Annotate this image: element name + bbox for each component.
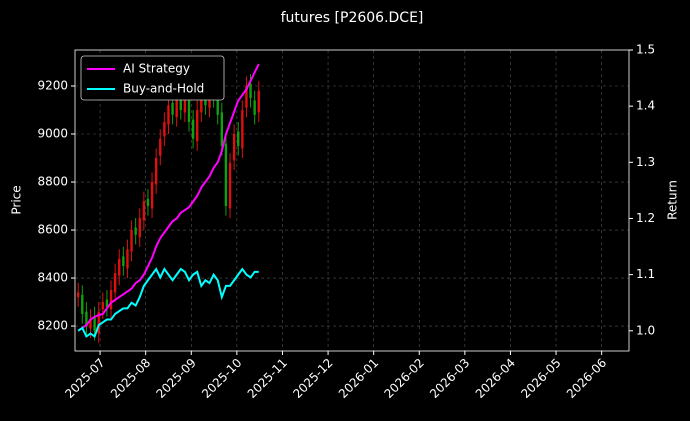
x-tick-label: 2025-08 xyxy=(108,356,153,401)
line-series xyxy=(77,63,260,332)
x-tick-label: 2026-06 xyxy=(564,356,609,401)
candle-body xyxy=(228,162,232,209)
x-tick-label: 2025-10 xyxy=(199,356,244,401)
candle-body xyxy=(97,311,100,334)
y2-tick-label: 1.1 xyxy=(636,267,655,281)
y-tick-label: 8800 xyxy=(37,175,68,189)
x-tick-label: 2026-01 xyxy=(336,356,381,401)
candle-body xyxy=(171,102,174,115)
candle-body xyxy=(183,90,187,113)
candle-body xyxy=(175,98,178,118)
candle-body xyxy=(200,90,203,113)
candle-body xyxy=(159,138,162,156)
candle-body xyxy=(146,198,150,207)
candle-body xyxy=(224,143,228,207)
legend-label: AI Strategy xyxy=(123,62,190,76)
candle-body xyxy=(257,90,260,113)
candle-body xyxy=(245,86,248,108)
y2-axis-label: Return xyxy=(666,180,680,220)
candle-body xyxy=(118,258,121,276)
y2-tick-label: 1.0 xyxy=(636,323,655,337)
legend-label: Buy-and-Hold xyxy=(123,82,204,96)
candle-body xyxy=(113,273,117,293)
x-tick-label: 2026-03 xyxy=(427,356,472,401)
candle-body xyxy=(138,218,141,238)
candle-body xyxy=(89,318,92,329)
candle-body xyxy=(167,105,170,125)
y-tick-label: 9000 xyxy=(37,127,68,141)
candle-body xyxy=(109,290,113,310)
x-tick-label: 2025-09 xyxy=(154,356,199,401)
candle-body xyxy=(163,122,166,137)
candle-body xyxy=(253,100,256,115)
candle-body xyxy=(76,292,80,298)
y2-tick-label: 1.2 xyxy=(636,211,655,225)
candle-body xyxy=(232,134,236,161)
x-tick-label: 2025-07 xyxy=(62,356,107,401)
candle-body xyxy=(126,249,129,269)
candle-body xyxy=(81,294,84,315)
candle-body xyxy=(93,316,96,331)
candle-body xyxy=(237,131,240,147)
candle-body xyxy=(154,158,158,185)
candle-body xyxy=(220,112,224,147)
candle-body xyxy=(216,95,219,115)
y2-tick-label: 1.5 xyxy=(636,43,655,57)
candle-body xyxy=(249,83,252,99)
candle-body xyxy=(85,311,88,327)
legend-box xyxy=(80,55,225,101)
line-series xyxy=(77,267,259,338)
y-tick-label: 8400 xyxy=(37,271,68,285)
candle-body xyxy=(101,302,105,310)
candle-body xyxy=(195,110,199,142)
candle-body xyxy=(105,299,109,307)
candle-body xyxy=(150,182,154,209)
candle-body xyxy=(241,110,244,149)
chart-title: futures [P2606.DCE] xyxy=(281,10,424,26)
y-axis-label: Price xyxy=(10,185,24,214)
x-tick-label: 2025-11 xyxy=(245,356,290,401)
candle-body xyxy=(130,230,133,252)
candle-body xyxy=(179,95,182,111)
y-tick-label: 8600 xyxy=(37,223,68,237)
y-tick-label: 8200 xyxy=(37,319,68,333)
plot-frame xyxy=(74,49,630,352)
y2-tick-label: 1.4 xyxy=(636,99,655,113)
y2-tick-label: 1.3 xyxy=(636,155,655,169)
x-tick-label: 2025-12 xyxy=(290,356,335,401)
y-tick-label: 9200 xyxy=(37,79,68,93)
x-tick-label: 2026-04 xyxy=(473,356,518,401)
x-tick-label: 2026-05 xyxy=(518,356,563,401)
candle-body xyxy=(134,227,137,235)
candle-body xyxy=(122,256,125,267)
candle-body xyxy=(187,88,191,123)
x-tick-label: 2026-02 xyxy=(381,356,426,401)
candle-body xyxy=(191,119,195,139)
candle-body xyxy=(142,201,146,221)
